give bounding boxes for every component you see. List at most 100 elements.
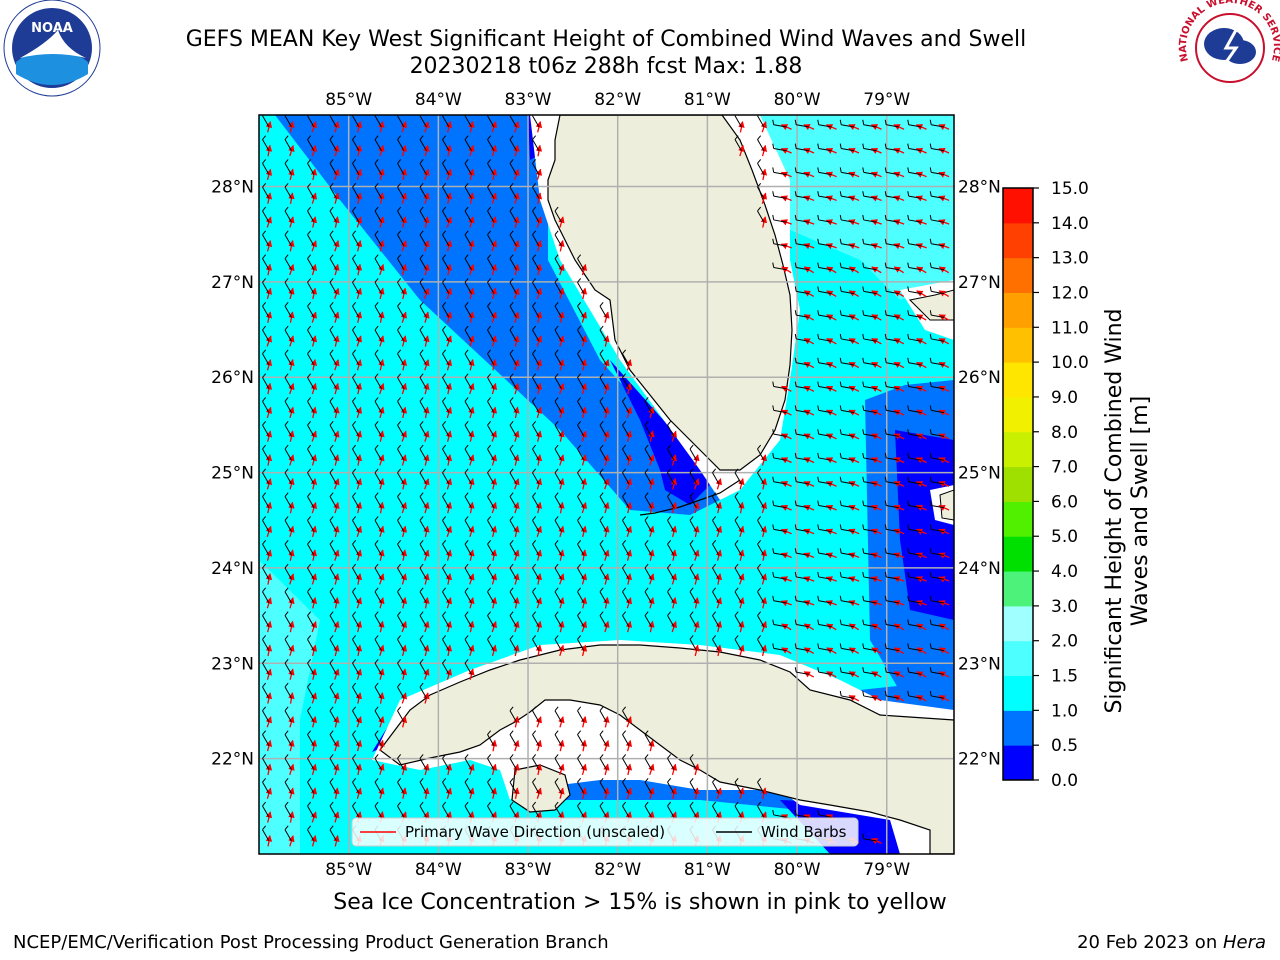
- wind-barb-31: [442, 139, 450, 152]
- wind-barb-feather-408: [712, 492, 717, 497]
- wind-barb-feather-533: [734, 587, 739, 593]
- wind-barb-75: [419, 186, 427, 199]
- wind-barb-624: [397, 686, 405, 699]
- wind-barb-feather-425: [397, 516, 402, 521]
- wind-barb-553: [487, 615, 495, 628]
- wind-barb-171: [554, 282, 562, 294]
- noaa-logo: NOAA: [3, 0, 101, 97]
- wind-barb-feather-46: [262, 159, 267, 164]
- wind-barb-feather-362: [374, 468, 379, 474]
- wind-barb-98: [442, 210, 450, 223]
- wind-barb-468: [667, 543, 675, 556]
- wind-barb-feather-604: [329, 658, 334, 664]
- wind-barb-feather-629: [907, 690, 910, 697]
- colorbar-tick-2: 1.0: [1051, 701, 1078, 721]
- wind-barb-124: [509, 234, 517, 247]
- wind-barb-645: [284, 734, 292, 747]
- wind-barb-405: [644, 496, 652, 509]
- wind-barb-258: [442, 377, 450, 390]
- wind-barb-458: [442, 543, 450, 556]
- wind-barb-267: [773, 386, 787, 390]
- wind-barb-feather-331: [329, 444, 334, 450]
- wind-barb-524: [532, 591, 540, 604]
- wind-barb-feather-498: [644, 563, 649, 569]
- wind-barb-584: [487, 639, 495, 651]
- wind-barb-407: [689, 496, 697, 509]
- wave-arrow-301: [265, 430, 273, 442]
- wind-barb-520: [442, 591, 450, 604]
- wind-barb-276: [284, 401, 292, 413]
- wind-barb-313: [532, 424, 540, 437]
- wind-barb-586: [532, 639, 540, 651]
- wind-barb-5: [374, 115, 382, 128]
- wind-barb-97: [419, 210, 427, 223]
- wind-barb-feather-35: [532, 135, 537, 140]
- wind-barb-feather-95: [374, 206, 379, 212]
- wind-barb-191: [509, 305, 517, 318]
- noaa-logo-text: NOAA: [31, 21, 73, 36]
- wind-barb-402: [577, 496, 585, 509]
- wind-barb-635: [352, 710, 360, 723]
- wind-barb-208: [374, 329, 382, 342]
- wind-barb-295: [818, 409, 832, 414]
- wind-barb-feather-282: [419, 397, 424, 402]
- footer-date-text: 20 Feb 2023 on: [1077, 932, 1223, 953]
- andros-land: [939, 489, 954, 521]
- wind-barb-565: [757, 615, 765, 628]
- wave-arrow-566: [781, 623, 792, 631]
- wind-barb-228: [307, 353, 315, 366]
- wind-barb-499: [667, 567, 675, 580]
- wind-barb-feather-200: [884, 310, 887, 316]
- wind-barb-feather-509: [884, 571, 887, 578]
- wind-barb-281: [397, 401, 405, 413]
- wind-barb-61: [796, 171, 810, 176]
- wind-barb-551: [442, 615, 450, 628]
- wind-barb-feather-415: [862, 500, 865, 506]
- wind-barb-feather-389: [284, 492, 289, 497]
- wind-barb-feather-394: [397, 492, 402, 497]
- wind-barb-382: [818, 481, 832, 485]
- wind-barb-feather-603: [307, 658, 312, 664]
- wind-barb-529: [644, 591, 652, 604]
- wind-barb-feather-254: [352, 373, 357, 378]
- colorbar-tick-7: 5.0: [1051, 527, 1078, 547]
- lon-tick-top-6: 79°W: [863, 90, 910, 110]
- wind-barb-feather-332: [352, 444, 357, 450]
- ice-caption: Sea Ice Concentration > 15% is shown in …: [333, 890, 947, 915]
- wind-barb-feather-117: [352, 230, 357, 236]
- wind-barb-feather-188: [442, 301, 447, 307]
- wind-barb-feather-534: [757, 587, 762, 593]
- wind-barb-336: [442, 448, 450, 461]
- wind-barb-feather-99: [464, 206, 469, 212]
- wind-barb-feather-37: [757, 135, 762, 140]
- wind-barb-133: [908, 243, 922, 247]
- wind-barb-feather-577: [329, 635, 334, 640]
- wind-barb-299: [908, 409, 922, 414]
- wind-barb-feather-207: [352, 325, 357, 331]
- wind-barb-feather-242: [622, 349, 627, 355]
- wind-barb-feather-418: [929, 500, 932, 506]
- wind-barb-feather-458: [442, 539, 447, 545]
- legend-wave-label: Primary Wave Direction (unscaled): [405, 823, 665, 841]
- wind-barb-101: [509, 210, 517, 223]
- wind-barb-45: [931, 148, 945, 152]
- wind-barb-320: [773, 433, 787, 437]
- wind-barb-feather-223: [884, 333, 887, 340]
- wind-barb-feather-611: [794, 667, 797, 673]
- lat-tick-left-6: 22°N: [211, 750, 254, 770]
- wind-barb-380: [773, 481, 787, 485]
- wind-barb-feather-108: [839, 214, 842, 221]
- wind-barb-feather-23: [262, 135, 267, 140]
- wind-barb-feather-316: [599, 420, 604, 426]
- wind-barb-14: [757, 115, 765, 128]
- wind-barb-502: [734, 567, 742, 580]
- wind-barb-feather-47: [284, 159, 289, 164]
- wind-barb-feather-110: [884, 214, 887, 221]
- wind-barb-601: [262, 662, 270, 675]
- wind-barb-feather-243: [794, 357, 797, 363]
- wind-barb-391: [329, 496, 337, 509]
- wind-barb-497: [622, 567, 630, 580]
- wind-barb-366: [464, 472, 472, 485]
- wind-barb-feather-131: [862, 238, 865, 244]
- wind-barb-feather-460: [487, 539, 492, 545]
